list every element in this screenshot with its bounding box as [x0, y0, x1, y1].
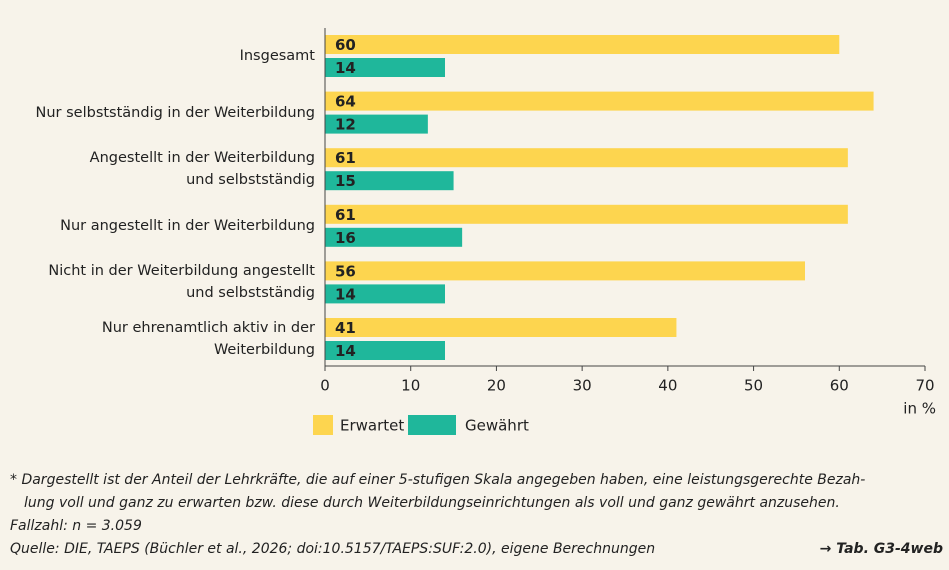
source: Quelle: DIE, TAEPS (Büchler et al., 2026…	[10, 541, 656, 557]
bar	[325, 91, 874, 111]
x-tick-label: 30	[573, 377, 592, 395]
x-tick-label: 20	[487, 377, 506, 395]
x-tick-label: 60	[830, 377, 849, 395]
category-label: Insgesamt	[239, 48, 315, 64]
reference: → Tab. G3-4web	[819, 541, 943, 557]
footnote: lung voll und ganz zu erwarten bzw. dies…	[24, 495, 840, 511]
bar	[325, 318, 677, 337]
legend-swatch	[408, 415, 456, 435]
bar	[325, 204, 848, 224]
category-label: Nur ehrenamtlich aktiv in der Weiterbild…	[101, 320, 315, 358]
value-label: 41	[335, 319, 356, 337]
legend-label: Gewährt	[465, 417, 529, 435]
bar	[325, 227, 463, 247]
x-tick-label: 70	[915, 377, 934, 395]
value-label: 61	[335, 206, 356, 224]
value-label: 16	[335, 229, 356, 247]
bar	[325, 114, 428, 134]
value-label: 14	[335, 285, 356, 303]
value-label: 61	[335, 149, 356, 167]
x-tick-label: 50	[744, 377, 763, 395]
value-label: 14	[335, 59, 356, 77]
bar	[325, 58, 445, 77]
legend-swatch	[313, 415, 333, 435]
bar	[325, 35, 840, 54]
sample-size: Fallzahl: n = 3.059	[10, 518, 142, 534]
footnote: * Dargestellt ist der Anteil der Lehrkrä…	[10, 472, 866, 488]
x-tick-label: 40	[658, 377, 677, 395]
category-label: Nicht in der Weiterbildung angestellt un…	[48, 263, 315, 302]
bar	[325, 341, 445, 360]
value-label: 56	[335, 262, 356, 280]
value-label: 60	[335, 36, 356, 54]
legend-label: Erwartet	[340, 417, 404, 435]
value-label: 12	[335, 116, 356, 134]
bar	[325, 148, 848, 168]
bar	[325, 261, 805, 281]
category-label: Nur selbstständig in der Weiterbildung	[35, 104, 316, 121]
category-label: Angestellt in der Weiterbildung und selb…	[89, 150, 315, 189]
bar	[325, 284, 445, 304]
category-label: Nur angestellt in der Weiterbildung	[60, 217, 315, 234]
value-label: 14	[335, 342, 356, 360]
x-tick-label: 10	[401, 377, 420, 395]
x-axis-label: in %	[903, 400, 936, 418]
value-label: 15	[335, 172, 356, 190]
value-label: 64	[335, 93, 356, 111]
bar	[325, 171, 454, 191]
x-tick-label: 0	[320, 377, 330, 395]
